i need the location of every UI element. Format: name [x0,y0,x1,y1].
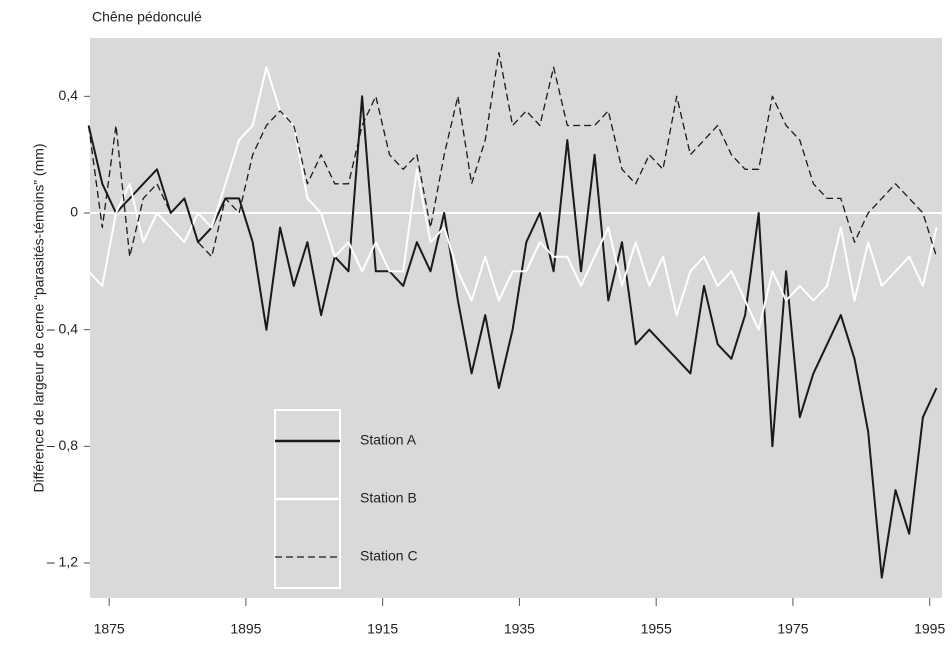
y-tick-label: 0,4 [59,87,79,103]
y-axis-label: Différence de largeur de cerne “parasité… [31,143,47,492]
x-tick-label: 1875 [94,621,125,637]
y-tick-label: – 0,8 [47,437,78,453]
y-tick-label: – 0,4 [47,320,78,336]
chart-title: Chêne pédonculé [92,9,202,25]
y-tick-label: – 1,2 [47,554,78,570]
x-tick-label: 1955 [641,621,672,637]
x-tick-label: 1895 [230,621,261,637]
legend-label: Station C [360,548,418,564]
legend-label: Station A [360,432,417,448]
x-tick-label: 1935 [504,621,535,637]
x-tick-label: 1975 [777,621,808,637]
y-tick-label: 0 [70,204,78,220]
x-tick-label: 1995 [914,621,945,637]
legend-label: Station B [360,490,417,506]
series-line [87,66,938,331]
series-line [87,51,938,258]
plot-area [90,38,942,598]
series-line [87,95,938,579]
x-tick-label: 1915 [367,621,398,637]
